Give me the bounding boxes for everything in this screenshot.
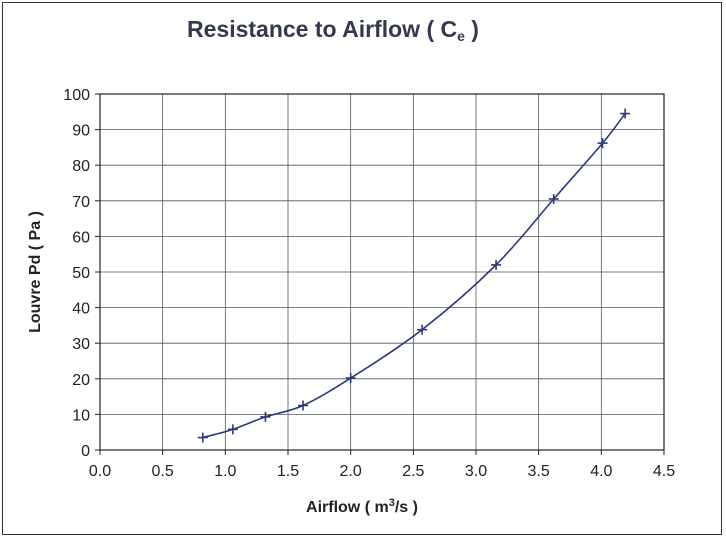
x-axis-label-superscript: 3	[389, 497, 395, 509]
data-point-marker	[548, 194, 559, 205]
y-tick-label: 40	[72, 301, 90, 318]
x-tick-label: 2.5	[402, 463, 424, 480]
series-line	[202, 113, 626, 439]
x-tick-label: 1.5	[277, 463, 299, 480]
chart-title-end: )	[464, 16, 479, 42]
y-tick-label: 80	[72, 158, 90, 175]
y-tick-label: 30	[72, 336, 90, 353]
plot-area-border	[99, 93, 665, 451]
data-point-marker	[345, 373, 356, 384]
x-tick-label: 0.0	[89, 463, 111, 480]
x-tick-label: 4.0	[590, 463, 612, 480]
data-point-marker	[620, 108, 631, 119]
x-tick-label: 3.0	[465, 463, 487, 480]
y-axis-tick-labels: 0 10 20 30 40 50 60 70 80 90 100	[63, 87, 90, 460]
y-axis-label: Louvre Pd ( Pa )	[27, 211, 44, 333]
series-markers	[197, 108, 631, 443]
chart-title: Resistance to Airflow ( Ce )	[0, 16, 666, 44]
grid-lines	[95, 93, 665, 455]
data-point-marker	[417, 324, 428, 335]
y-tick-label: 70	[72, 194, 90, 211]
data-point-marker	[227, 424, 238, 435]
data-point-marker	[197, 432, 208, 443]
chart-title-subscript: e	[457, 28, 465, 44]
x-tick-label: 0.5	[152, 463, 174, 480]
x-axis-label: Airflow ( m3/s )	[306, 497, 418, 516]
y-tick-label: 50	[72, 265, 90, 282]
x-tick-label: 4.5	[653, 463, 675, 480]
data-point-marker	[298, 400, 309, 411]
y-tick-label: 90	[72, 123, 90, 140]
x-axis-label-main: Airflow ( m	[306, 499, 389, 516]
data-point-marker	[491, 259, 502, 270]
x-tick-label: 3.5	[528, 463, 550, 480]
chart-title-main: Resistance to Airflow ( C	[187, 16, 458, 42]
x-tick-label: 1.0	[214, 463, 236, 480]
y-tick-label: 10	[72, 407, 90, 424]
data-point-marker	[260, 411, 271, 422]
y-tick-label: 100	[63, 87, 90, 104]
y-tick-label: 20	[72, 372, 90, 389]
y-tick-label: 0	[81, 443, 90, 460]
y-tick-label: 60	[72, 229, 90, 246]
x-axis-tick-labels: 0.0 0.5 1.0 1.5 2.0 2.5 3.0 3.5 4.0 4.5	[89, 463, 675, 480]
data-point-marker	[597, 138, 608, 149]
x-tick-label: 2.0	[340, 463, 362, 480]
x-axis-label-end: /s )	[395, 499, 418, 516]
